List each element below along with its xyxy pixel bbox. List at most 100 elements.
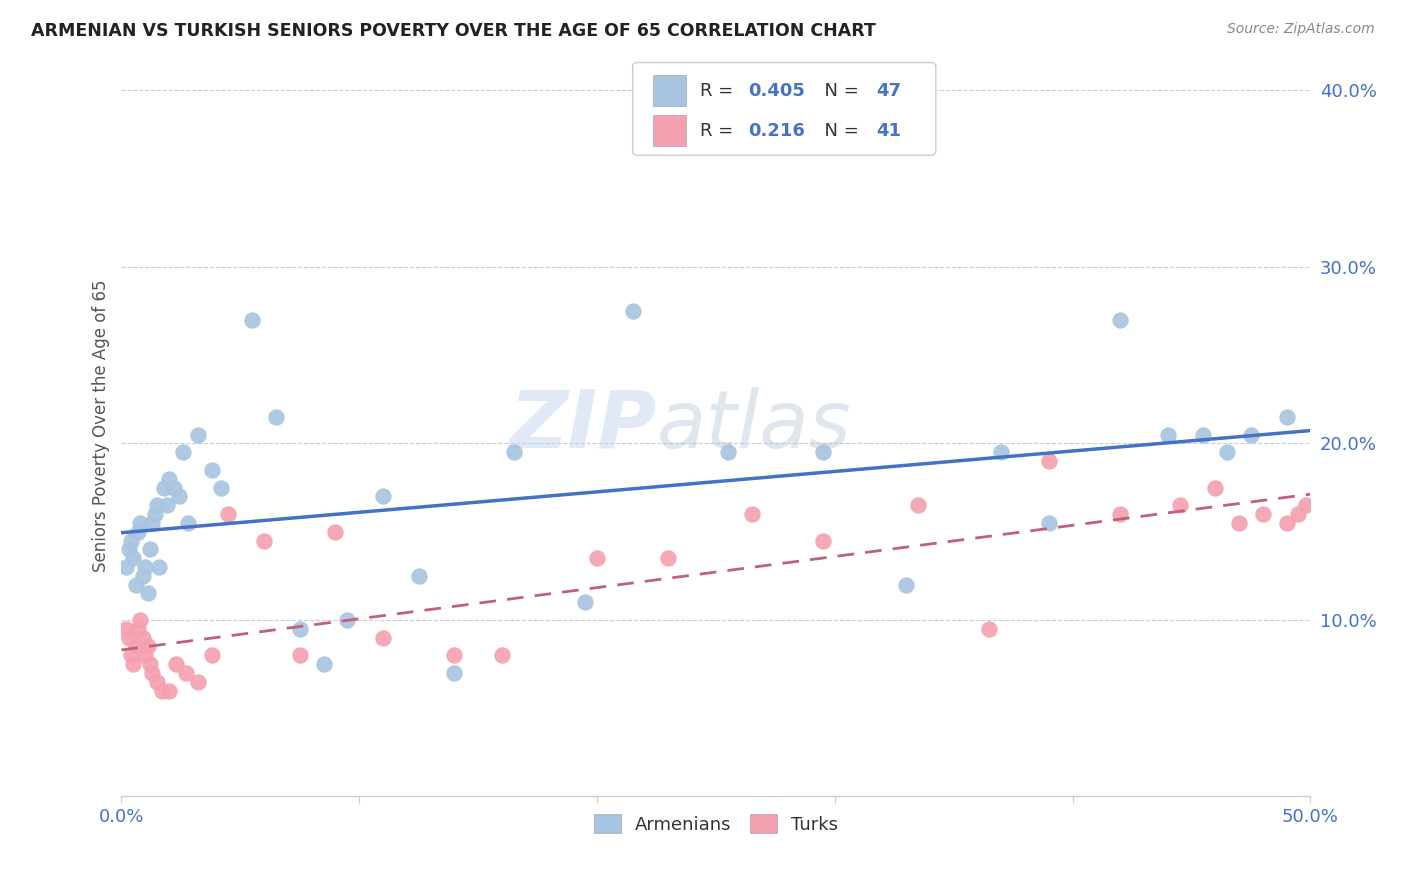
FancyBboxPatch shape [652,75,686,106]
Point [264,409,287,424]
Point [371,489,394,503]
Point [990,445,1012,459]
Point [1038,516,1060,530]
Point [1109,313,1132,327]
Point [127,622,149,636]
Point [408,569,430,583]
Y-axis label: Seniors Poverty Over the Age of 65: Seniors Poverty Over the Age of 65 [93,279,110,572]
FancyBboxPatch shape [633,62,936,155]
Point [209,481,232,495]
Point [125,640,148,654]
Point [153,481,176,495]
Point [657,551,679,566]
Point [127,524,149,539]
Point [132,631,155,645]
Point [1038,454,1060,468]
Point [125,577,148,591]
Text: N =: N = [814,121,865,140]
Point [443,648,465,663]
Point [172,445,194,459]
Point [136,586,159,600]
Point [129,613,152,627]
Point [1288,507,1310,521]
Point [186,427,208,442]
Point [139,657,162,671]
Point [150,683,173,698]
Point [117,542,139,557]
Point [1227,516,1250,530]
Text: 0.405: 0.405 [748,82,804,100]
Point [132,569,155,583]
Point [979,622,1001,636]
Point [163,481,186,495]
Text: R =: R = [700,121,745,140]
Point [122,551,145,566]
Point [253,533,276,548]
Text: Source: ZipAtlas.com: Source: ZipAtlas.com [1227,22,1375,37]
Point [165,657,187,671]
Text: atlas: atlas [657,387,851,465]
Point [1192,427,1215,442]
Point [1275,516,1298,530]
Point [217,507,239,521]
Point [371,631,394,645]
Point [894,577,917,591]
Point [120,648,142,663]
Point [136,640,159,654]
Text: R =: R = [700,82,740,100]
Point [288,622,311,636]
FancyBboxPatch shape [652,115,686,146]
Point [134,560,156,574]
Point [146,674,169,689]
Point [115,560,138,574]
Point [240,313,263,327]
Point [139,542,162,557]
Text: ARMENIAN VS TURKISH SENIORS POVERTY OVER THE AGE OF 65 CORRELATION CHART: ARMENIAN VS TURKISH SENIORS POVERTY OVER… [31,22,876,40]
Text: 41: 41 [876,121,901,140]
Point [811,445,834,459]
Point [288,648,311,663]
Point [907,498,929,512]
Point [1109,507,1132,521]
Point [741,507,763,521]
Point [141,665,163,680]
Point [201,648,224,663]
Point [336,613,359,627]
Point [156,498,179,512]
Point [186,674,208,689]
Point [115,622,138,636]
Text: ZIP: ZIP [509,387,657,465]
Point [1204,481,1226,495]
Text: 0.216: 0.216 [748,121,804,140]
Point [122,657,145,671]
Point [491,648,513,663]
Point [717,445,740,459]
Point [148,560,170,574]
Point [120,533,142,548]
Point [621,304,644,318]
Point [811,533,834,548]
Point [574,595,596,609]
Point [117,631,139,645]
Point [1156,427,1178,442]
Point [502,445,524,459]
Point [174,665,197,680]
Point [177,516,200,530]
Point [1251,507,1274,521]
Point [141,516,163,530]
Point [1168,498,1191,512]
Point [157,472,180,486]
Point [443,665,465,680]
Point [157,683,180,698]
Point [167,489,190,503]
Point [129,516,152,530]
Point [201,463,224,477]
Point [143,507,166,521]
Point [134,648,156,663]
Point [1295,498,1317,512]
Point [312,657,335,671]
Point [1240,427,1263,442]
Point [325,524,347,539]
Text: N =: N = [814,82,865,100]
Point [1275,409,1298,424]
